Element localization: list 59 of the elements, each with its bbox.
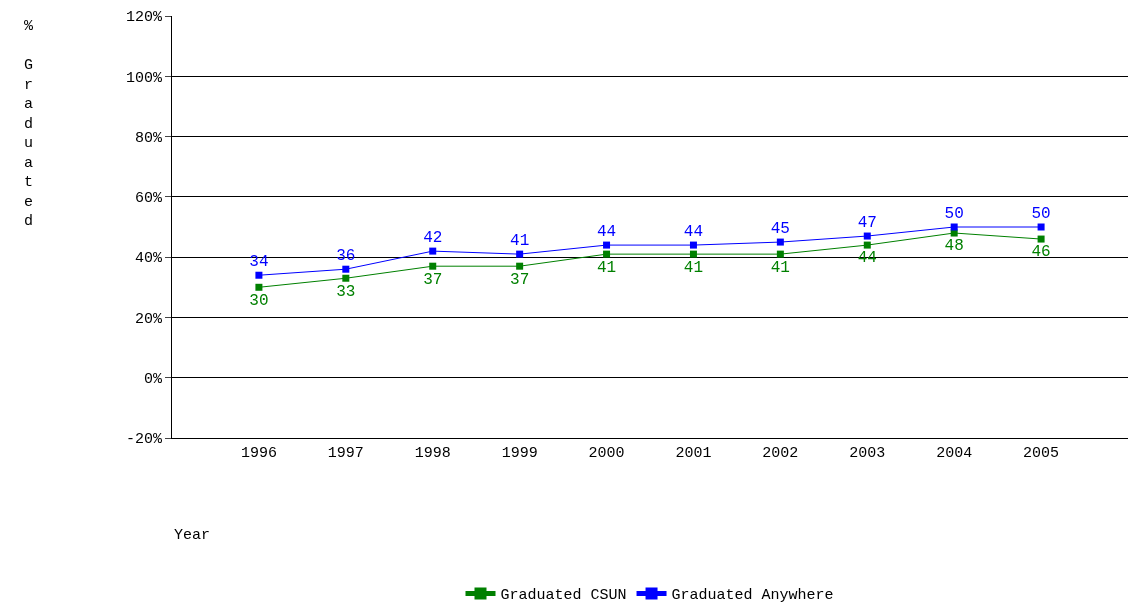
point	[516, 262, 524, 270]
y-tick-label: -20%	[125, 431, 163, 449]
data-label: 42	[423, 228, 443, 247]
y-tick-label: 80%	[134, 129, 163, 147]
point	[1037, 223, 1045, 231]
x-tick-label: 1996	[240, 445, 277, 462]
data-label: 37	[510, 270, 530, 289]
y-tick-label: 120%	[125, 9, 163, 27]
data-label: 33	[336, 282, 356, 301]
point	[776, 238, 784, 246]
data-label: 47	[857, 213, 877, 232]
point	[342, 265, 350, 273]
legend-label: Graduated CSUN	[500, 587, 627, 605]
y-tick-label: 40%	[134, 250, 163, 268]
data-label: 44	[683, 222, 704, 241]
point	[689, 250, 697, 258]
point	[429, 247, 437, 255]
data-label: 37	[423, 270, 443, 289]
y-tick-label: 0%	[143, 370, 163, 388]
point	[689, 241, 697, 249]
point	[603, 241, 611, 249]
point	[1037, 235, 1045, 243]
point	[255, 283, 263, 291]
point	[342, 274, 350, 282]
y-tick-label: 60%	[134, 190, 163, 208]
point	[950, 223, 958, 231]
x-tick-label: 2005	[1023, 445, 1060, 462]
data-label: 34	[249, 252, 269, 271]
data-label: 41	[596, 258, 617, 277]
x-tick-label: 2001	[675, 445, 712, 462]
data-label: 41	[510, 231, 530, 250]
text: % Graduated	[24, 18, 34, 230]
x-axis-title: Year	[174, 527, 211, 544]
x-tick-label: 2000	[588, 445, 625, 462]
point	[255, 271, 263, 279]
data-label: 41	[683, 258, 704, 277]
data-label: 50	[1031, 204, 1051, 223]
data-label: 48	[944, 237, 964, 256]
x-tick-label: 2004	[936, 445, 973, 462]
data-label: 46	[1031, 243, 1051, 262]
legend-label: Graduated Anywhere	[671, 587, 834, 605]
data-label: 30	[249, 291, 269, 310]
y-tick-label: 20%	[134, 310, 163, 328]
point	[863, 232, 871, 240]
data-label: 44	[596, 222, 617, 241]
point	[776, 250, 784, 258]
x-tick-label: 1999	[501, 445, 538, 462]
x-tick-label: 2002	[762, 445, 799, 462]
data-label: 45	[770, 219, 790, 238]
x-tick-label: 2003	[849, 445, 886, 462]
data-label: 50	[944, 204, 964, 223]
x-tick-label: 1998	[414, 445, 451, 462]
point	[429, 262, 437, 270]
point	[863, 241, 871, 249]
point	[516, 250, 524, 258]
data-label: 41	[770, 258, 790, 277]
y-tick-label: 100%	[125, 69, 163, 87]
x-tick-label: 1997	[327, 445, 364, 462]
point	[603, 250, 611, 258]
